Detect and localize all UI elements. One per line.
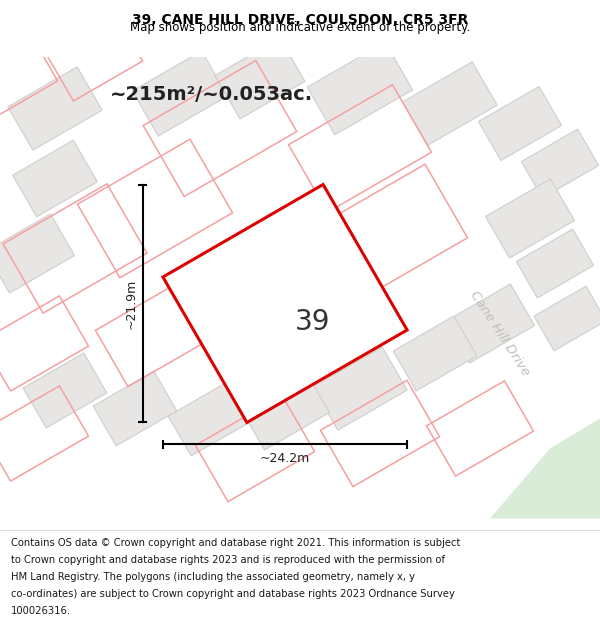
- Text: ~215m²/~0.053ac.: ~215m²/~0.053ac.: [110, 84, 313, 104]
- Polygon shape: [313, 347, 407, 430]
- Polygon shape: [23, 353, 107, 428]
- Text: ~21.9m: ~21.9m: [125, 278, 138, 329]
- Polygon shape: [93, 371, 177, 446]
- Polygon shape: [163, 184, 407, 422]
- Polygon shape: [521, 129, 599, 198]
- Polygon shape: [485, 179, 574, 258]
- Text: co-ordinates) are subject to Crown copyright and database rights 2023 Ordnance S: co-ordinates) are subject to Crown copyr…: [11, 589, 455, 599]
- Text: 39: 39: [295, 308, 331, 336]
- Text: 39, CANE HILL DRIVE, COULSDON, CR5 3FR: 39, CANE HILL DRIVE, COULSDON, CR5 3FR: [132, 13, 468, 27]
- Text: Map shows position and indicative extent of the property.: Map shows position and indicative extent…: [130, 21, 470, 34]
- Polygon shape: [490, 419, 600, 519]
- Text: ~24.2m: ~24.2m: [260, 452, 310, 466]
- Polygon shape: [307, 42, 413, 135]
- Polygon shape: [403, 62, 497, 145]
- Polygon shape: [478, 86, 562, 161]
- Polygon shape: [8, 67, 102, 150]
- Polygon shape: [517, 229, 593, 298]
- Polygon shape: [168, 381, 252, 456]
- Text: HM Land Registry. The polygons (including the associated geometry, namely x, y: HM Land Registry. The polygons (includin…: [11, 572, 415, 582]
- Polygon shape: [13, 140, 97, 217]
- Text: to Crown copyright and database rights 2023 and is reproduced with the permissio: to Crown copyright and database rights 2…: [11, 555, 445, 565]
- Polygon shape: [0, 214, 74, 293]
- Text: 100026316.: 100026316.: [11, 606, 71, 616]
- Polygon shape: [393, 316, 477, 391]
- Text: Cane Hill Drive: Cane Hill Drive: [467, 289, 532, 378]
- Polygon shape: [215, 38, 305, 119]
- Polygon shape: [534, 286, 600, 351]
- Polygon shape: [133, 51, 227, 136]
- Polygon shape: [446, 284, 535, 363]
- Polygon shape: [241, 371, 329, 450]
- Text: Contains OS data © Crown copyright and database right 2021. This information is : Contains OS data © Crown copyright and d…: [11, 538, 460, 548]
